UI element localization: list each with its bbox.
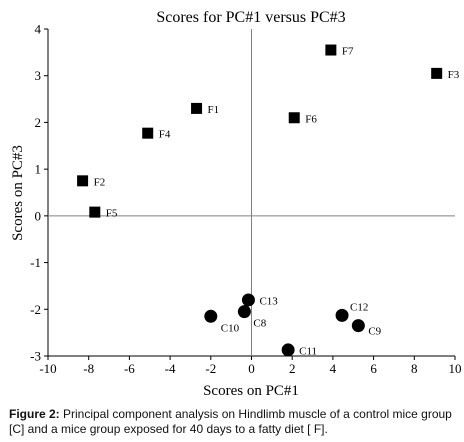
caption-text: Principal component analysis on Hindlimb… — [9, 407, 452, 436]
data-point-label: F1 — [208, 104, 220, 116]
figure-caption: Figure 2: Principal component analysis o… — [9, 407, 461, 437]
data-point-circle — [204, 309, 218, 323]
data-point-circle — [237, 305, 251, 319]
x-tick-label: -6 — [124, 361, 135, 376]
x-tick-label: -8 — [83, 361, 94, 376]
data-point-label: C13 — [259, 295, 278, 307]
data-point-circle — [281, 343, 295, 357]
data-point-circle — [241, 293, 255, 307]
data-point-label: C8 — [253, 318, 266, 330]
x-tick-label: -4 — [165, 361, 176, 376]
x-tick-label: 8 — [411, 361, 418, 376]
data-point-square — [288, 112, 300, 124]
y-tick-label: 0 — [35, 208, 42, 223]
data-point-label: C12 — [350, 301, 368, 313]
x-tick-label: 10 — [449, 361, 462, 376]
data-point-square — [142, 127, 154, 139]
chart-title: Scores for PC#1 versus PC#3 — [156, 9, 345, 26]
x-tick-label: 2 — [289, 361, 296, 376]
y-tick-label: 1 — [35, 162, 42, 177]
y-tick-label: 2 — [35, 115, 42, 130]
data-point-label: F6 — [305, 113, 317, 125]
data-point-circle — [351, 319, 365, 333]
y-tick-label: -3 — [30, 349, 41, 364]
data-point-label: F4 — [159, 129, 171, 141]
y-axis-label: Scores on PC#3 — [10, 145, 26, 241]
data-point-square — [89, 206, 101, 218]
data-point-label: C10 — [221, 322, 240, 334]
x-tick-label: 6 — [370, 361, 377, 376]
caption-prefix: Figure 2: — [9, 407, 60, 421]
x-axis-label: Scores on PC#1 — [203, 383, 299, 399]
data-point-square — [77, 175, 89, 187]
data-point-label: C9 — [368, 326, 381, 338]
y-tick-label: 3 — [35, 68, 42, 83]
x-tick-label: -2 — [205, 361, 216, 376]
data-point-square — [325, 44, 337, 56]
data-point-circle — [335, 308, 349, 322]
data-point-label: F7 — [342, 46, 354, 58]
data-point-label: F5 — [106, 208, 118, 220]
y-tick-label: 4 — [35, 22, 42, 37]
y-tick-label: -2 — [30, 302, 41, 317]
data-point-label: C11 — [299, 345, 317, 357]
data-point-label: F2 — [94, 176, 106, 188]
scatter-chart: Scores for PC#1 versus PC#3 -10 -8 -6 -4 -2 0… — [10, 9, 462, 399]
data-point-label: F3 — [448, 69, 460, 81]
x-tick-label: 4 — [330, 361, 337, 376]
data-point-square — [431, 67, 443, 79]
x-tick-label: 0 — [248, 361, 255, 376]
y-tick-label: -1 — [30, 255, 41, 270]
x-tick-label: -10 — [39, 361, 56, 376]
data-point-square — [191, 102, 203, 114]
